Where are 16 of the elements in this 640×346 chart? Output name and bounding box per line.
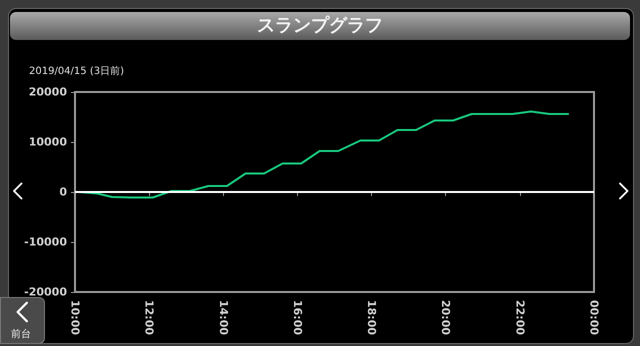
y-tick-label: 20000 [28,86,68,98]
text: 前台 [10,328,32,341]
y-tick-label: -20000 [24,286,68,298]
x-tick-label: 14:00 [216,300,230,336]
chart-subtitle: 2019/04/15 (3日前) [29,65,124,78]
x-tick-label: 00:00 [588,300,600,336]
y-tick-label: 10000 [28,136,68,148]
y-tick-label: -10000 [24,236,68,248]
x-tick-label: 12:00 [142,300,156,336]
x-tick-label: 10:00 [68,300,82,336]
chart-title: スランプグラフ [10,12,630,40]
x-tick-label: 16:00 [290,300,304,336]
x-tick-label: 20:00 [439,300,452,336]
x-tick-label: 18:00 [365,300,378,336]
x-tick-label: 22:00 [513,300,526,336]
y-tick-label: 0 [59,186,68,198]
